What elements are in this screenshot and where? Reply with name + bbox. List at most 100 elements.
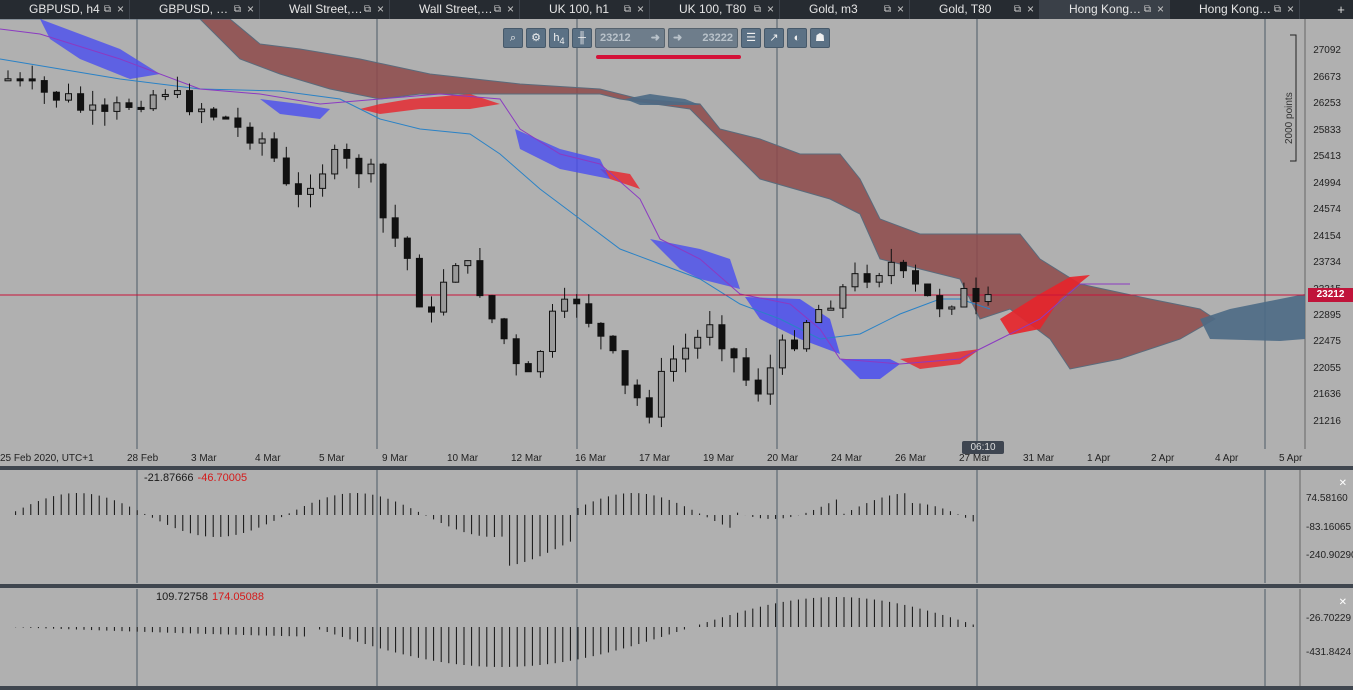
close-icon[interactable]: ✕ bbox=[1338, 597, 1347, 608]
chart-tab[interactable]: UK 100, h1 ⧉ × bbox=[520, 0, 650, 19]
time-axis-label: 10 Mar bbox=[447, 453, 479, 464]
candle-body bbox=[839, 286, 847, 309]
indicator-axis-label: 74.58160 bbox=[1306, 493, 1348, 504]
candle-body bbox=[282, 157, 290, 185]
indicators-icon[interactable]: ↗ bbox=[764, 28, 784, 48]
pane-separator[interactable] bbox=[0, 686, 1353, 690]
popout-icon[interactable]: ⧉ bbox=[1273, 4, 1281, 15]
close-icon[interactable]: × bbox=[636, 2, 644, 16]
arrow-right-icon: ➜ bbox=[673, 32, 683, 44]
tab-label: UK 100, h1 bbox=[549, 2, 610, 16]
user-icon[interactable]: ☗ bbox=[810, 28, 830, 48]
indicator-pane-2[interactable]: 109.72758 174.05088 ✕ -26.70229 -431.8424 bbox=[0, 589, 1353, 690]
arrow-right-icon: ➜ bbox=[650, 32, 660, 44]
drawing-icon[interactable]: ◐ bbox=[787, 28, 807, 48]
chart-tab[interactable]: Wall Street, m3 ⧉ × bbox=[260, 0, 390, 19]
indicator-pane-1-canvas[interactable] bbox=[0, 470, 1353, 670]
popout-icon[interactable]: ⧉ bbox=[883, 4, 891, 15]
chart-tab[interactable]: Hong Kong Ind...⧉ × bbox=[1170, 0, 1300, 19]
candle-body bbox=[960, 287, 968, 308]
price-axis-label: 21636 bbox=[1313, 389, 1341, 400]
scale-bracket bbox=[1290, 34, 1297, 162]
chart-tab-active[interactable]: Hong Kong Ind...⧉ × bbox=[1040, 0, 1170, 19]
list-icon[interactable]: ☰ bbox=[741, 28, 761, 48]
candle-body bbox=[730, 348, 738, 359]
chart-tab[interactable]: GBPUSD, T80 ⧉ × bbox=[130, 0, 260, 19]
candle-body bbox=[319, 173, 327, 189]
popout-icon[interactable]: ⧉ bbox=[753, 4, 761, 15]
close-icon[interactable]: ✕ bbox=[1338, 478, 1347, 489]
pane-separator[interactable] bbox=[0, 466, 1353, 470]
ichimoku-cloud-bullish bbox=[1200, 294, 1305, 341]
scale-label: 2000 points bbox=[1284, 92, 1295, 144]
tab-label: Wall Street, m3 bbox=[289, 2, 363, 16]
candle-body bbox=[766, 367, 774, 395]
candle-body bbox=[984, 294, 992, 303]
indicator-pane-2-canvas[interactable] bbox=[0, 589, 1353, 690]
candle-body bbox=[125, 102, 133, 108]
ichimoku-cloud-red bbox=[1000, 275, 1090, 335]
time-axis-label: 19 Mar bbox=[703, 453, 735, 464]
close-icon[interactable]: × bbox=[1156, 2, 1164, 16]
candle-body bbox=[452, 265, 460, 283]
popout-icon[interactable]: ⧉ bbox=[623, 4, 631, 15]
price-chart[interactable]: 2000 points 27092 26673 26253 25833 2541… bbox=[0, 19, 1353, 467]
candle-body bbox=[186, 90, 193, 113]
chart-tab[interactable]: Wall Street, T80⧉ × bbox=[390, 0, 520, 19]
candle-body bbox=[391, 217, 399, 239]
candle-body bbox=[222, 116, 230, 120]
price-axis-label: 25833 bbox=[1313, 125, 1341, 136]
indicator-pane-1[interactable]: -21.87666 -46.70005 ✕ 74.58160 -83.16065 … bbox=[0, 470, 1353, 670]
close-icon[interactable]: × bbox=[116, 2, 124, 16]
chart-tab[interactable]: Gold, T80 ⧉ × bbox=[910, 0, 1040, 19]
popout-icon[interactable]: ⧉ bbox=[1143, 4, 1151, 15]
popout-icon[interactable]: ⧉ bbox=[493, 4, 501, 15]
price-axis-label: 22475 bbox=[1313, 336, 1341, 347]
candle-body bbox=[52, 91, 60, 101]
candle-body bbox=[307, 187, 314, 195]
chart-tab[interactable]: UK 100, T80 ⧉ × bbox=[650, 0, 780, 19]
tenkan-line bbox=[0, 28, 1130, 365]
candle-body bbox=[101, 104, 109, 112]
new-tab-button[interactable]: + bbox=[1329, 0, 1353, 19]
buy-price-box[interactable]: ➜ 23222 bbox=[668, 28, 738, 48]
candle-body bbox=[89, 104, 97, 111]
candle-body bbox=[77, 93, 85, 111]
close-icon[interactable]: × bbox=[766, 2, 774, 16]
indicator-axis-label: -431.8424 bbox=[1306, 647, 1352, 658]
tab-label: Hong Kong Ind... bbox=[1199, 2, 1273, 16]
candle-body bbox=[573, 298, 581, 305]
candle-body bbox=[754, 379, 762, 395]
chart-tab[interactable]: GBPUSD, h4 ⧉ × bbox=[0, 0, 130, 19]
price-axis-label: 21216 bbox=[1313, 416, 1341, 427]
close-icon[interactable]: × bbox=[1286, 2, 1294, 16]
zoom-icon[interactable]: ⌕ bbox=[503, 28, 523, 48]
popout-icon[interactable]: ⧉ bbox=[363, 4, 371, 15]
candle-body bbox=[415, 257, 423, 308]
pane-separator[interactable] bbox=[0, 584, 1353, 588]
indicator-value-2: 174.05088 bbox=[212, 591, 264, 603]
time-axis-label: 5 Apr bbox=[1279, 453, 1303, 464]
timeframe-button[interactable]: h4 bbox=[549, 28, 569, 48]
close-icon[interactable]: × bbox=[1026, 2, 1034, 16]
chart-tab[interactable]: Gold, m3 ⧉ × bbox=[780, 0, 910, 19]
candle-body bbox=[246, 126, 254, 144]
candle-body bbox=[210, 108, 218, 118]
sell-price-box[interactable]: 23212 ➜ bbox=[595, 28, 665, 48]
close-icon[interactable]: × bbox=[896, 2, 904, 16]
popout-icon[interactable]: ⧉ bbox=[1013, 4, 1021, 15]
candle-body bbox=[488, 295, 496, 320]
candles-icon[interactable]: ╫ bbox=[572, 28, 592, 48]
tab-label: Hong Kong Ind... bbox=[1069, 2, 1143, 16]
chart-settings-icon[interactable]: ⚙ bbox=[526, 28, 546, 48]
close-icon[interactable]: × bbox=[376, 2, 384, 16]
candle-body bbox=[585, 303, 593, 324]
price-chart-canvas[interactable] bbox=[0, 19, 1353, 449]
popout-icon[interactable]: ⧉ bbox=[233, 4, 241, 15]
popout-icon[interactable]: ⧉ bbox=[103, 4, 111, 15]
close-icon[interactable]: × bbox=[246, 2, 254, 16]
close-icon[interactable]: × bbox=[506, 2, 514, 16]
candle-body bbox=[270, 138, 278, 159]
candle-body bbox=[633, 384, 641, 399]
